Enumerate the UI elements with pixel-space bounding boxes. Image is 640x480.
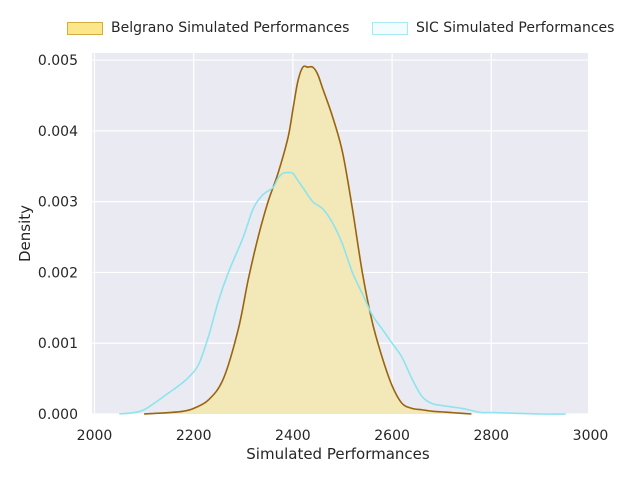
x-tick-label: 2800 [473, 428, 509, 444]
legend-item-sic: SIC Simulated Performances [372, 20, 614, 36]
x-tick-label: 2600 [374, 428, 410, 444]
x-axis-label: Simulated Performances [246, 445, 430, 463]
y-tick-label: 0.000 [38, 407, 78, 423]
series-layer [119, 65, 566, 415]
legend: Belgrano Simulated Performances SIC Simu… [0, 20, 640, 42]
x-axis-ticks: 2000 2200 2400 2600 2800 3000 [77, 428, 609, 444]
y-tick-label: 0.004 [38, 124, 78, 140]
series-line [119, 171, 566, 415]
series-line [144, 65, 472, 415]
y-tick-label: 0.002 [38, 265, 78, 281]
y-axis-ticks: 0.000 0.001 0.002 0.003 0.004 0.005 [38, 53, 78, 423]
y-tick-label: 0.005 [38, 53, 78, 69]
legend-swatch-sic [372, 21, 408, 35]
x-tick-label: 2400 [275, 428, 311, 444]
series-area [144, 66, 472, 414]
series-1 [119, 171, 566, 415]
legend-label-sic: SIC Simulated Performances [416, 20, 615, 36]
y-tick-label: 0.001 [38, 336, 78, 352]
x-tick-label: 2000 [77, 428, 113, 444]
x-tick-label: 3000 [573, 428, 609, 444]
legend-label-belgrano: Belgrano Simulated Performances [111, 20, 350, 36]
y-axis-label: Density [16, 205, 34, 262]
x-tick-label: 2200 [176, 428, 212, 444]
series-0 [144, 65, 472, 415]
legend-swatch-belgrano [67, 21, 103, 35]
legend-item-belgrano: Belgrano Simulated Performances [67, 20, 349, 36]
y-tick-label: 0.003 [38, 195, 78, 211]
